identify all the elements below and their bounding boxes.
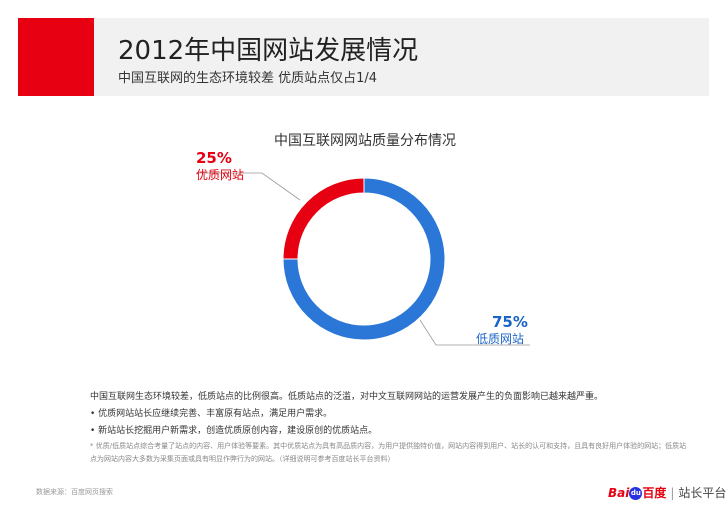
- slice-label-percent-high-quality: 25%: [196, 149, 232, 167]
- slice-label-name-high-quality: 优质网站: [196, 168, 245, 182]
- leader-line-high-quality: [196, 172, 301, 201]
- chart-title: 中国互联网网站质量分布情况: [274, 133, 456, 149]
- slice-label-name-low-quality: 低质网站: [476, 332, 525, 346]
- slice-low-quality: [282, 177, 446, 341]
- logo-text-bai: Bai: [608, 486, 630, 500]
- data-source: 数据来源：百度网页搜索: [36, 488, 113, 496]
- logo-separator: |: [670, 486, 675, 500]
- page-title: 2012年中国网站发展情况: [118, 36, 419, 66]
- notes-bullet: 新站站长挖掘用户新需求，创造优质原创内容，建设原创的优质站点。: [90, 423, 690, 436]
- header-red-block: [18, 18, 94, 96]
- leader-line-low-quality: [419, 319, 530, 346]
- page-subtitle: 中国互联网的生态环境较差 优质站点仅占1/4: [118, 71, 378, 86]
- logo-text-baidu: 百度: [642, 486, 667, 500]
- notes-summary: 中国互联网生态环境较差，低质站点的比例很高。低质站点的泛滥，对中文互联网网站的运…: [90, 392, 604, 402]
- notes-section: 中国互联网生态环境较差，低质站点的比例很高。低质站点的泛滥，对中文互联网网站的运…: [90, 389, 690, 466]
- slice-label-percent-low-quality: 75%: [492, 313, 528, 331]
- slice-high-quality: [282, 177, 365, 260]
- logo-text-platform: 站长平台: [678, 486, 727, 500]
- notes-footnote: * 优质/低质站点综合考量了站点的内容、用户体验等要素。其中优质站点为具有高品质…: [90, 442, 687, 463]
- header-band: [18, 18, 709, 96]
- paw-icon: du: [629, 487, 643, 500]
- notes-bullet: 优质网站站长应继续完善、丰富原有站点，满足用户需求。: [90, 406, 690, 419]
- baidu-logo: Bai du 百度 | 站长平台: [608, 484, 726, 501]
